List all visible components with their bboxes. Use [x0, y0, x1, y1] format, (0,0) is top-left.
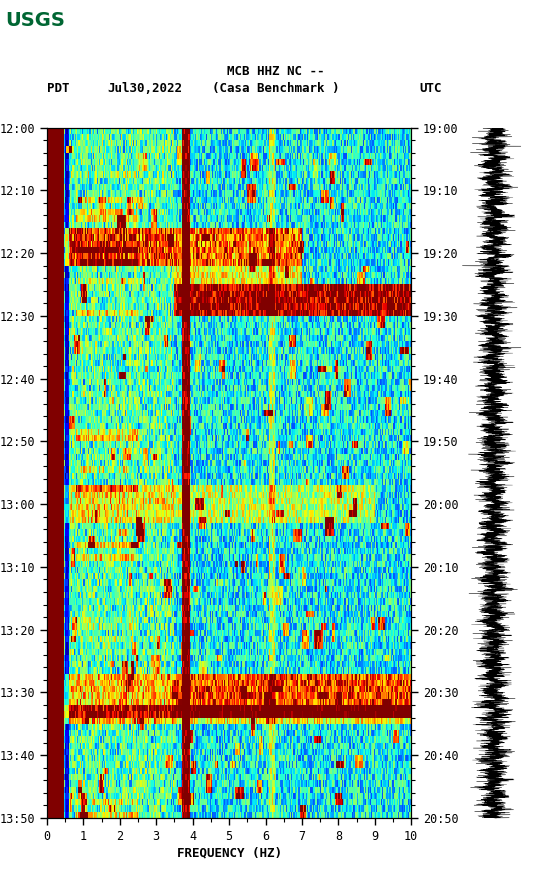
X-axis label: FREQUENCY (HZ): FREQUENCY (HZ) [177, 847, 282, 860]
Text: (Casa Benchmark ): (Casa Benchmark ) [213, 82, 339, 95]
Text: MCB HHZ NC --: MCB HHZ NC -- [227, 65, 325, 78]
Text: USGS: USGS [6, 11, 65, 29]
Text: Jul30,2022: Jul30,2022 [108, 82, 183, 95]
Text: PDT: PDT [47, 82, 70, 95]
Text: UTC: UTC [420, 82, 442, 95]
